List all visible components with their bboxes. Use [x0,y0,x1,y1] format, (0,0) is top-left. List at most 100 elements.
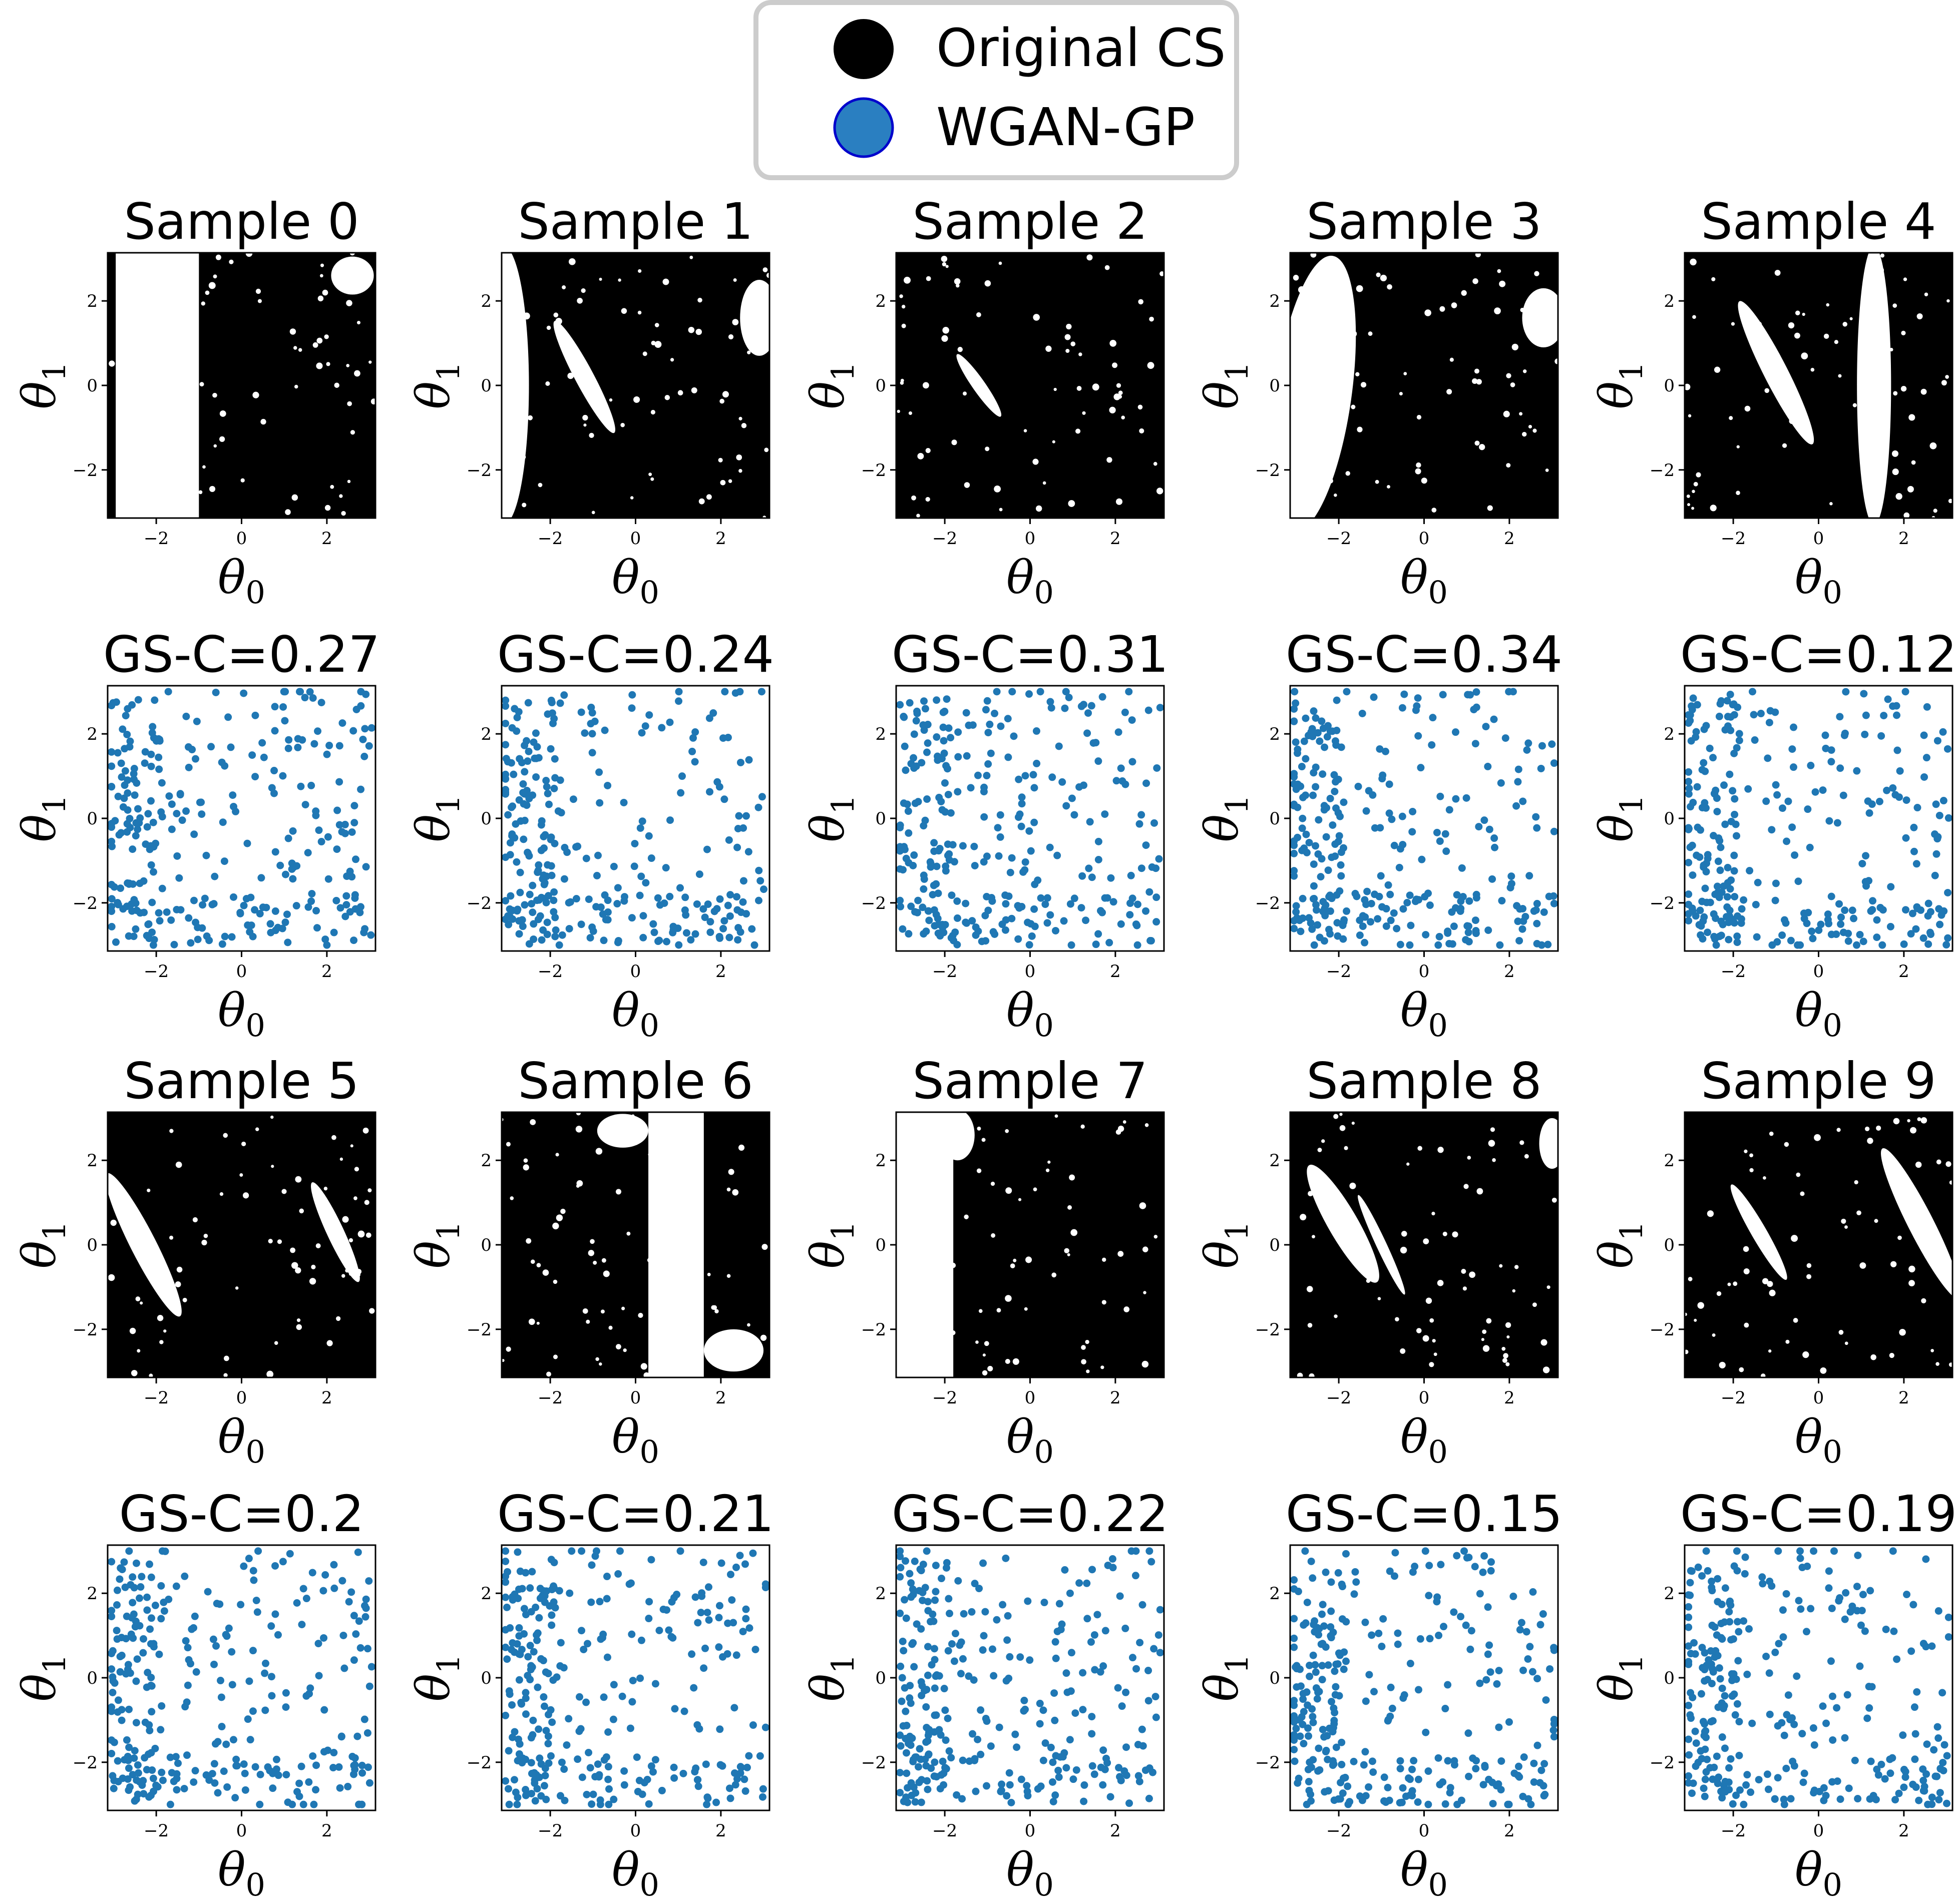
scatter-point [528,1568,536,1576]
scatter-point [1753,933,1761,941]
scatter-point [929,1610,937,1618]
scatter-point [1294,1588,1302,1596]
y-tick-label: −2 [467,460,492,481]
scatter-point [913,709,921,717]
scatter-point [699,905,707,913]
sampling-gap [1519,1140,1524,1145]
sampling-gap [915,1159,920,1164]
sampling-gap [897,409,900,413]
scatter-point [308,890,316,898]
plot-area [108,253,375,518]
scatter-point [1723,697,1731,705]
x-axis-symbol: θ [1795,1843,1822,1896]
scatter-point [302,1595,310,1603]
sampling-gap [917,1179,922,1184]
scatter-point [1742,1781,1750,1789]
scatter-point [1051,1791,1059,1799]
scatter-point [993,1616,1001,1624]
sampling-gap [1033,1187,1037,1192]
scatter-point [1441,1800,1449,1808]
scatter-point [1344,1800,1352,1808]
scatter-point [1733,1567,1741,1575]
sampling-gap [618,278,621,282]
scatter-point [940,928,948,936]
sampling-gap [741,423,747,428]
scatter-point [1385,809,1393,817]
scatter-point [1312,714,1320,722]
scatter-point [1541,1790,1549,1798]
scatter-point [122,712,130,720]
scatter-point [1707,1718,1715,1726]
y-axis-symbol: θ [13,1674,66,1701]
scatter-point [1104,1561,1112,1569]
scatter-point [551,913,559,921]
scatter-point [920,930,928,938]
scatter-point [742,812,750,820]
scatter-point [1132,920,1140,928]
scatter-point [544,1670,552,1678]
scatter-point [1867,907,1875,915]
panel-title: Sample 1 [518,192,753,251]
y-tick-label: −2 [1255,1753,1280,1773]
scatter-point [1830,1547,1838,1555]
scatter-point [1751,736,1759,744]
scatter-point [1375,892,1383,900]
scatter-point [246,1736,254,1744]
scatter-point [647,1762,655,1770]
scatter-point [924,1643,932,1651]
scatter-point [1780,1795,1788,1803]
sampling-gap [934,1360,939,1365]
scatter-point [506,912,514,920]
y-tick-label: 2 [1269,291,1280,311]
scatter-point [108,748,116,756]
scatter-point [1368,1631,1376,1639]
scatter-point [1926,908,1934,916]
scatter-point [1795,1597,1803,1605]
scatter-point [1697,931,1705,939]
sampling-gap [978,1309,983,1313]
scatter-point [1498,897,1506,905]
scatter-point [1476,1590,1484,1598]
scatter-point [565,1715,573,1723]
scatter-point [704,1583,712,1591]
sampling-gap [608,1325,613,1330]
scatter-point [1339,844,1347,852]
scatter-point [1290,773,1298,781]
scatter-point [962,899,970,907]
sampling-gap [1446,389,1452,395]
scatter-point [910,730,918,738]
sampling-gap [1802,1351,1809,1358]
scatter-point [202,851,210,859]
scatter-point [1391,1572,1399,1580]
y-axis-label: θ1 [407,795,467,842]
scatter-point [1858,859,1866,867]
scatter-point [541,831,549,839]
scatter-point [1083,1615,1091,1623]
sampling-gap [320,263,324,267]
scatter-point [1290,1615,1298,1623]
scatter-point [1046,698,1054,706]
sampling-gap [169,1235,174,1240]
scatter-point [130,765,138,773]
scatter-point [185,914,193,922]
sampling-gap [223,1373,228,1377]
sampling-gap [928,1115,933,1120]
scatter-point [531,754,539,762]
scatter-point [604,1728,612,1736]
scatter-point [940,1769,948,1777]
scatter-point [284,1798,292,1806]
scatter-point [1538,742,1546,750]
scatter-point [1406,941,1414,949]
scatter-point [1710,1763,1718,1771]
scatter-point [1789,763,1797,771]
free-region [553,321,615,433]
scatter-point [899,1637,907,1645]
scatter-point [733,893,741,901]
sampling-gap [335,1316,341,1321]
sampling-gap [201,1239,207,1246]
scatter-point [1090,1631,1098,1639]
x-tick-label: 0 [630,1821,641,1841]
scatter-point [1932,850,1940,858]
y-tick-label: 0 [87,376,98,396]
scatter-point [1935,811,1943,819]
